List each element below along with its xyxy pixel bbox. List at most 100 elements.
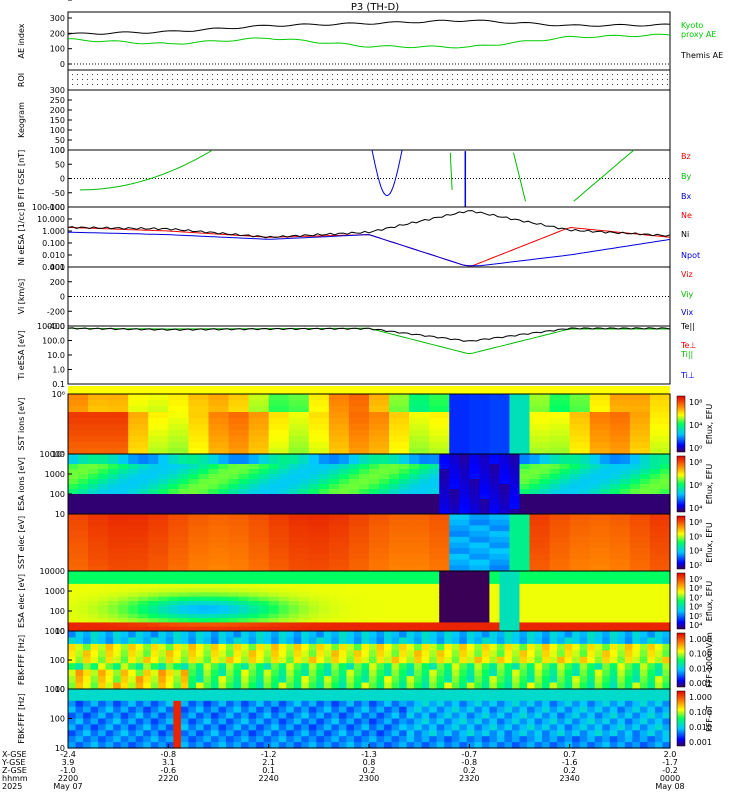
roi-dot xyxy=(282,79,283,80)
sst_elec-cell xyxy=(649,536,671,544)
esa_elec-cell xyxy=(238,618,250,624)
fbk_fff-cell xyxy=(466,689,475,696)
roi-dot xyxy=(227,79,228,80)
esa_elec-cell xyxy=(439,626,450,632)
fbk_ffb-cell xyxy=(534,637,543,645)
fbk_fff-cell xyxy=(511,689,521,696)
esa_elec-cell xyxy=(549,626,561,632)
esa_elec-cell xyxy=(78,622,89,628)
esa_elec-cell xyxy=(519,626,531,632)
sst_elec-cell xyxy=(369,565,390,572)
esa_ion-cell xyxy=(569,499,581,505)
esa_ion-cell xyxy=(489,489,501,495)
esa_elec-cell xyxy=(629,626,641,632)
esa_elec-cell xyxy=(419,579,430,585)
esa_elec-cell xyxy=(619,613,631,619)
esa_elec-cell xyxy=(328,583,340,589)
esa_elec-cell xyxy=(258,579,270,585)
sst_ion-cell xyxy=(248,436,270,443)
fbk_ffb-cell xyxy=(459,669,468,677)
esa_elec-cell xyxy=(479,596,490,602)
esa_ion-cell xyxy=(589,504,601,510)
fbk_ffb-cell xyxy=(451,669,460,677)
esa_elec-cell xyxy=(288,575,300,581)
fbk_fff-cell xyxy=(301,736,310,743)
fbk_ffb-cell xyxy=(158,650,167,658)
esa_elec-cell xyxy=(379,583,390,589)
sst_elec-cell xyxy=(268,548,290,555)
fbk_fff-cell xyxy=(120,706,129,714)
fbk_fff-cell xyxy=(286,700,295,708)
density-legend: Ne xyxy=(681,211,692,220)
sst_elec-cell xyxy=(569,519,591,526)
fbk_fff-cell xyxy=(248,706,257,714)
roi-dot xyxy=(597,79,598,80)
esa_ion-cell xyxy=(88,484,99,490)
sst_elec-cell xyxy=(148,514,169,521)
fbk_ffb-cell xyxy=(564,669,573,677)
sst_elec-cell xyxy=(328,525,350,532)
esa_elec-cell xyxy=(358,575,370,581)
esa_elec-cell xyxy=(348,588,360,594)
esa_elec-cell xyxy=(78,609,89,615)
esa_ion-cell xyxy=(589,469,601,475)
roi-dot xyxy=(407,84,408,85)
fbk_ffb-cell xyxy=(346,676,355,684)
esa_ion-cell xyxy=(629,469,641,475)
esa_ion-cell xyxy=(338,464,350,470)
esa_elec-cell xyxy=(479,618,490,624)
sst_ion-cell xyxy=(469,424,490,431)
fbk_ffb-cell xyxy=(534,650,543,658)
sst_elec-cell xyxy=(228,548,250,555)
sst_ion-cell xyxy=(248,442,270,449)
fbk_fff-cell xyxy=(399,706,408,714)
fbk_ffb-cell xyxy=(639,631,649,639)
esa_elec-cell xyxy=(308,605,320,611)
fbk_ffb-cell xyxy=(391,669,400,677)
sst_elec-cell xyxy=(168,553,189,561)
fbk_fff-colorbar-tick: 1.000 xyxy=(689,693,712,702)
fbk_fff-cell xyxy=(83,724,92,731)
roi-dot xyxy=(82,79,83,80)
velocity-ytick-label: 0 xyxy=(60,293,65,302)
sst_ion-cell xyxy=(208,418,230,425)
fbk_fff-cell xyxy=(195,706,205,714)
esa_ion-cell xyxy=(659,469,671,475)
fbk_fff-cell xyxy=(113,742,122,749)
roi-ylabel: ROI xyxy=(17,73,26,87)
fbk_fff-cell xyxy=(308,700,317,708)
fbk_ffb-cell xyxy=(564,676,573,684)
sst_ion-cell xyxy=(108,406,129,413)
sst_ion-cell xyxy=(609,448,631,455)
esa_ion-cell xyxy=(379,499,390,505)
fbk_fff-cell xyxy=(218,712,227,720)
temp-ytick-label: 1.0 xyxy=(52,366,65,375)
fbk_fff-cell xyxy=(256,736,265,743)
esa_ion-cell xyxy=(559,474,571,480)
fbk_fff-cell xyxy=(639,730,649,737)
fbk_ffb-cell xyxy=(609,643,618,651)
roi-dot xyxy=(137,74,138,75)
esa_ion-cell xyxy=(78,464,89,470)
roi-dot xyxy=(427,79,428,80)
roi-dot xyxy=(207,74,208,75)
fbk_fff-cell xyxy=(376,718,385,725)
sst_elec-cell xyxy=(108,519,129,526)
fbk_fff-cell xyxy=(143,736,152,743)
roi-dot xyxy=(242,74,243,75)
fbk_ffb-cell xyxy=(105,682,114,690)
esa_ion-cell xyxy=(449,509,460,515)
esa_ion-cell xyxy=(579,479,591,485)
fbk_fff-cell xyxy=(233,730,242,737)
sst_ion-cell xyxy=(489,448,511,455)
esa_ion-cell xyxy=(549,464,561,470)
fbk_fff-cell xyxy=(293,689,302,696)
fbk_ffb-cell xyxy=(361,669,370,677)
fbk_fff-cell xyxy=(557,694,566,702)
fbk_ffb-cell xyxy=(271,637,280,645)
roi-dot xyxy=(387,84,388,85)
fbk_ffb-cell xyxy=(444,656,453,664)
sst_ion-cell xyxy=(348,412,370,419)
fbk_fff-cell xyxy=(263,706,272,714)
sst_elec-cell xyxy=(489,542,511,549)
